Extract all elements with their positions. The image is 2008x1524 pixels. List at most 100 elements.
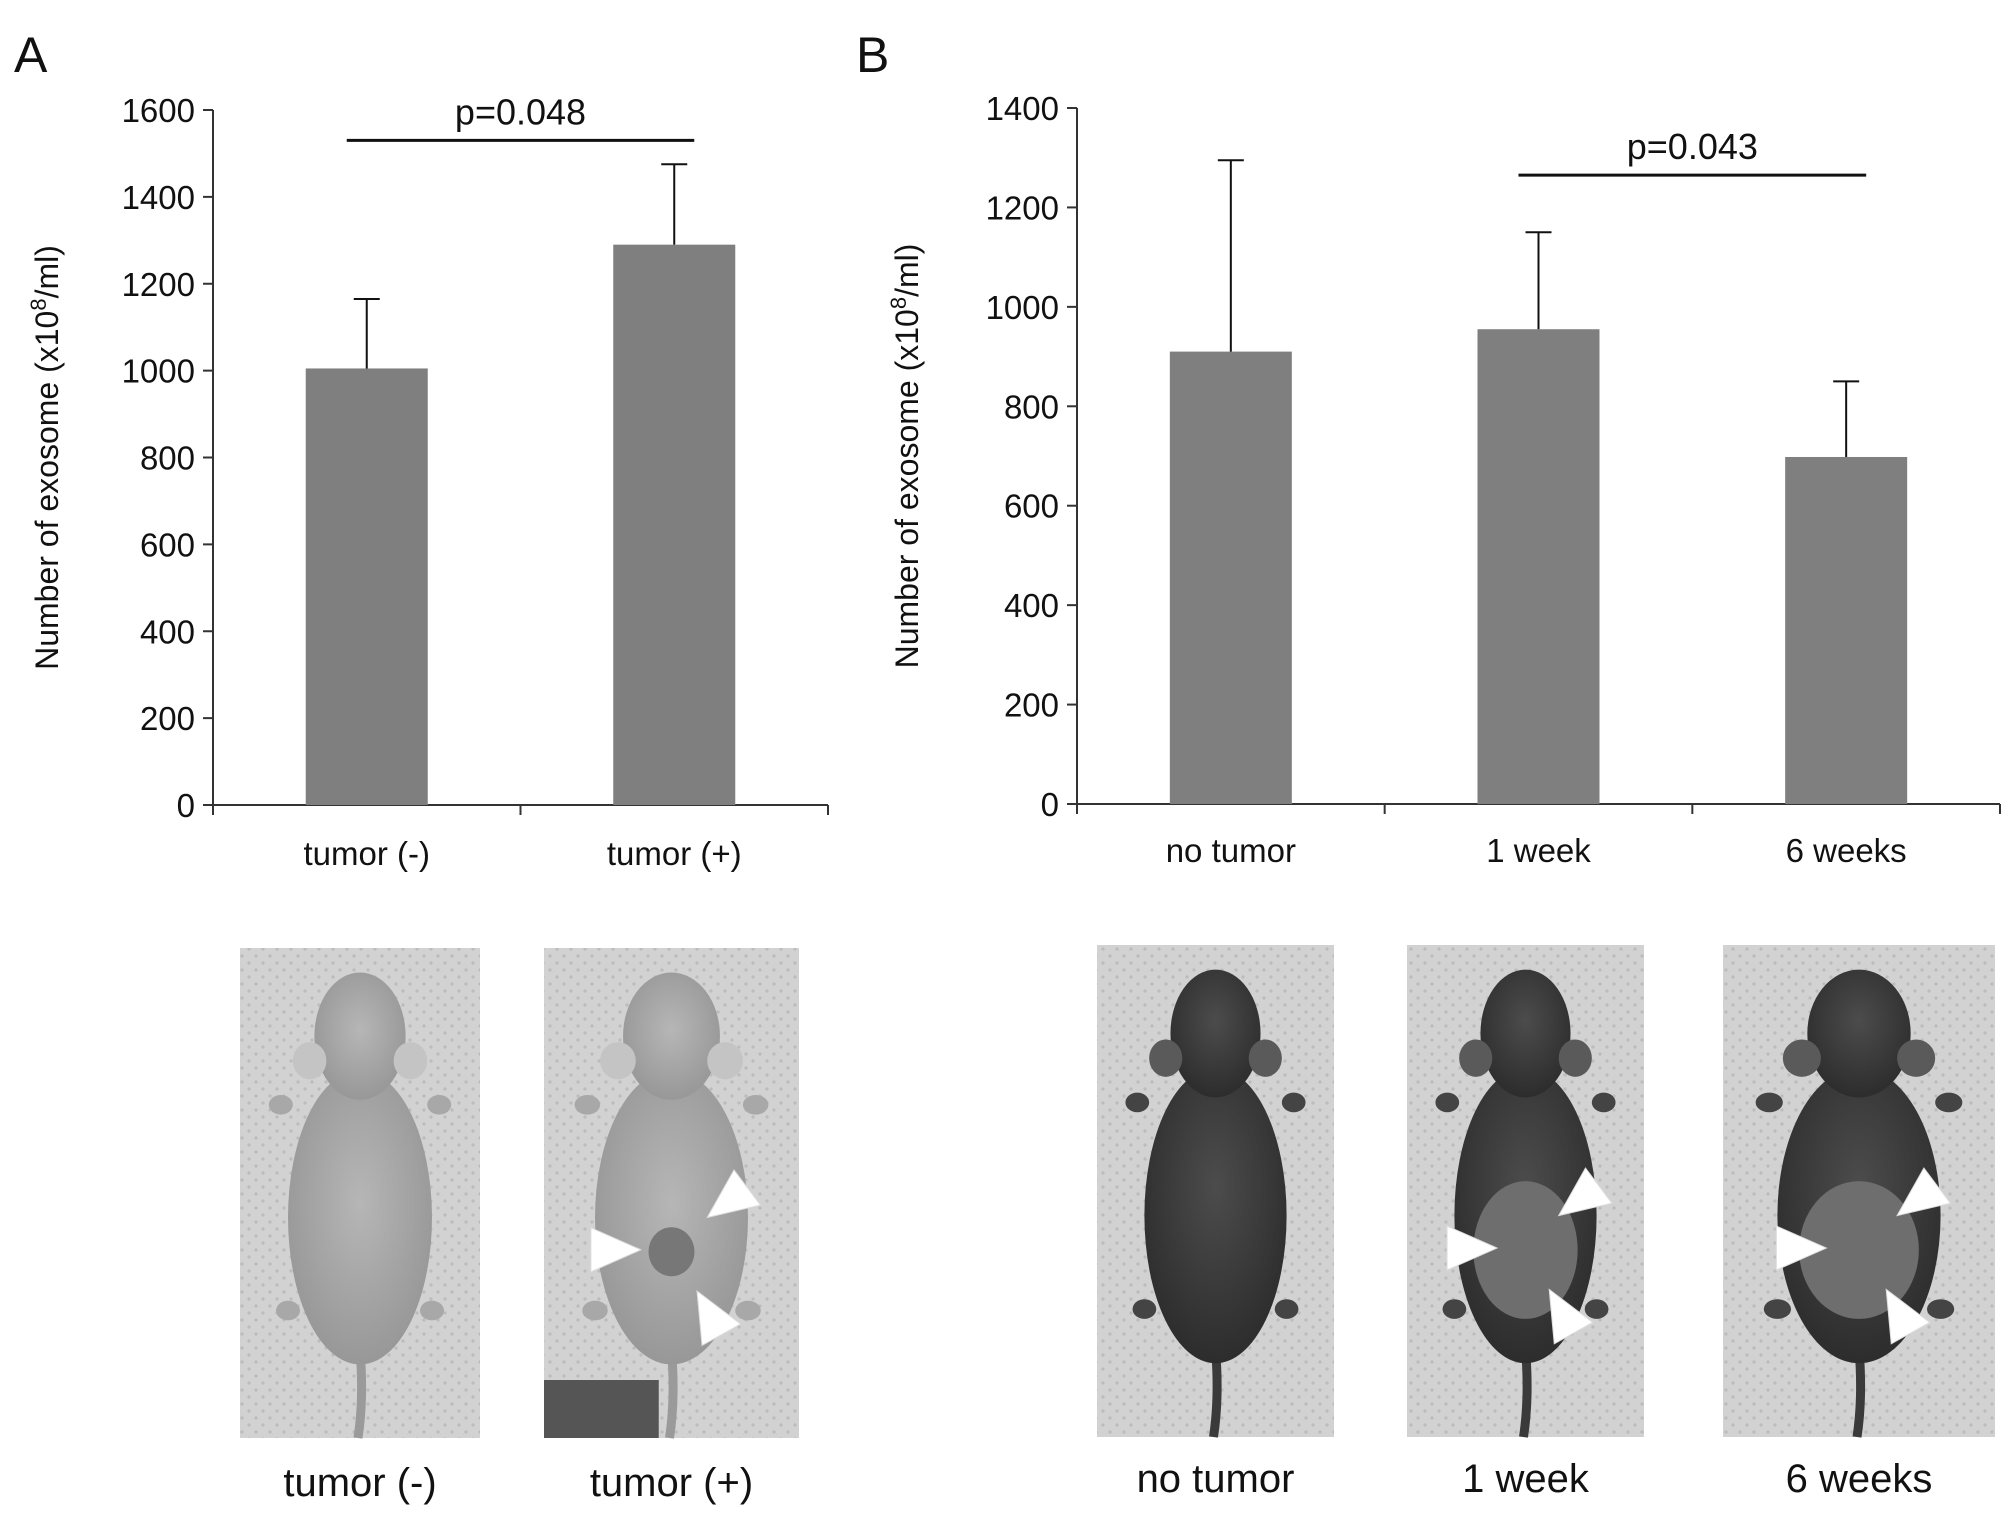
photo-caption: tumor (-) [283,1461,436,1505]
bar [305,368,428,805]
mouse-paw [1435,1092,1460,1113]
mouse-ear [600,1042,636,1080]
mouse-ear [1459,1039,1493,1077]
mouse-paw [1125,1092,1150,1113]
mouse-paw [1281,1092,1306,1113]
y-tick-label: 200 [1004,687,1059,724]
arrowhead-icon [696,1289,742,1347]
mouse-head [1170,969,1261,1098]
y-tick-label: 0 [177,787,195,824]
photo-shadow [544,1380,659,1438]
tumor-region [648,1227,695,1277]
x-tick-label: tumor (-) [304,835,431,872]
y-tick-label: 600 [140,526,195,563]
arrowhead-icon [1775,1225,1828,1271]
y-axis-label-sup: 8 [26,298,51,310]
tumor-region [1799,1181,1919,1319]
arrowhead-icon [1446,1225,1499,1271]
mouse-ear [1558,1039,1592,1077]
mouse-ear [707,1042,743,1080]
mouse-paw [582,1300,608,1321]
photo-caption: no tumor [1137,1457,1295,1501]
y-tick-label: 200 [140,700,195,737]
panel-letter-a: A [14,27,48,83]
arrowhead-icon [1896,1167,1952,1217]
bar [1785,456,1908,804]
y-axis-label: Number of exosome (x108/ml) [26,245,65,670]
mouse-ear [292,1042,327,1080]
mouse-paw [1584,1299,1609,1319]
y-tick-label: 1600 [122,92,195,129]
bar [1477,329,1600,804]
y-axis-label-sup: 8 [886,297,911,309]
mouse-paw [742,1095,769,1115]
mouse-paw [276,1300,300,1321]
arrowhead-icon [1557,1167,1613,1217]
arrowhead-icon [706,1168,762,1219]
mouse-paw [1442,1299,1467,1319]
photo-row-b: no tumor 1 week 6 weeks [1097,945,1995,1501]
mouse-body [288,1070,432,1365]
y-tick-label: 600 [1004,488,1059,525]
mouse-ear [1782,1039,1821,1077]
y-tick-label: 400 [1004,587,1059,624]
mouse-head [314,972,406,1100]
y-tick-label: 1000 [122,353,195,390]
panel-letter-b: B [856,27,889,83]
y-axis-label-text: /ml) [889,244,925,297]
y-tick-label: 0 [1041,786,1059,823]
y-axis-label-text: Number of exosome (x10 [889,309,925,668]
y-tick-label: 800 [1004,388,1059,425]
p-value-label: p=0.043 [1627,126,1758,167]
mouse-paw [1132,1299,1157,1319]
arrowhead-icon [590,1227,643,1273]
photo-caption: 6 weeks [1786,1457,1933,1501]
arrowhead-icon [1548,1288,1594,1345]
mouse-paw [1763,1299,1791,1319]
y-axis-label-text: Number of exosome (x10 [29,311,65,670]
mouse-head [1807,969,1911,1098]
y-tick-label: 1200 [986,189,1059,226]
mouse-paw [735,1300,761,1321]
bar [1169,351,1292,804]
mouse-ear [1897,1039,1936,1077]
mouse-head [623,972,720,1100]
tumor-region [1473,1181,1578,1319]
mouse-ear [393,1042,428,1080]
x-tick-label: tumor (+) [607,835,742,872]
y-tick-label: 1000 [986,289,1059,326]
y-tick-label: 1400 [986,90,1059,127]
mouse-paw [427,1095,452,1115]
photo-caption: 1 week [1462,1457,1590,1501]
chart-a: 0 200 400 600 800 1000 1200 1400 1600 tumor (-) tu… [26,91,829,872]
mouse-paw [420,1300,444,1321]
mouse-paw [268,1095,293,1115]
arrowhead-icon [1885,1288,1931,1345]
mouse-head [1480,969,1571,1098]
p-value-label: p=0.048 [455,91,586,132]
y-tick-label: 400 [140,613,195,650]
y-tick-label: 800 [140,440,195,477]
mouse-ear [1149,1039,1183,1077]
y-tick-label: 1200 [122,266,195,303]
mouse-paw [574,1095,601,1115]
bar [613,244,736,805]
mouse-body [595,1070,748,1365]
mouse-paw [1935,1092,1963,1113]
photo-row-a: tumor (-) tumor (+) [240,948,799,1505]
mouse-paw [1591,1092,1616,1113]
chart-b: 0 200 400 600 800 1000 1200 1400 no tumor 1 week 6… [886,90,2001,869]
x-tick-label: 6 weeks [1786,832,1907,869]
y-tick-label: 1400 [122,179,195,216]
mouse-paw [1927,1299,1955,1319]
y-axis-label: Number of exosome (x108/ml) [886,244,925,669]
mouse-body [1144,1068,1287,1364]
y-axis-label-text: /ml) [29,245,65,298]
mouse-ear [1248,1039,1282,1077]
x-tick-label: 1 week [1486,832,1591,869]
mouse-paw [1274,1299,1299,1319]
mouse-paw [1755,1092,1783,1113]
photo-caption: tumor (+) [590,1461,753,1505]
x-tick-label: no tumor [1166,832,1296,869]
